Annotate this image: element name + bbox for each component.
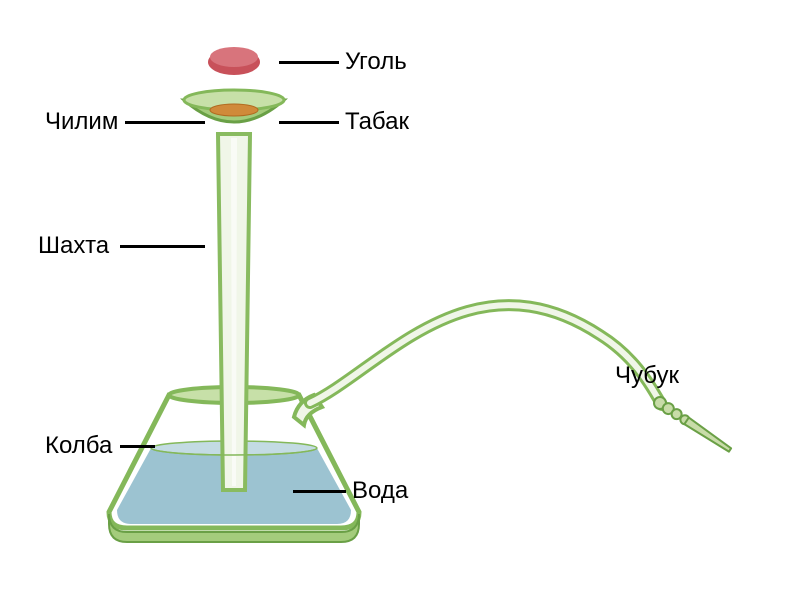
- diagram-canvas: Уголь Табак Чилим Шахта Колба Вода Чубук: [0, 0, 800, 600]
- label-shaft: Шахта: [38, 232, 109, 260]
- leader-coal: [279, 61, 339, 64]
- label-chilim: Чилим: [45, 108, 118, 136]
- leader-flask: [120, 445, 155, 448]
- leader-chilim: [125, 121, 205, 124]
- label-tobacco: Табак: [345, 108, 409, 136]
- label-flask: Колба: [45, 432, 112, 460]
- leader-water: [293, 490, 346, 493]
- label-coal: Уголь: [345, 48, 407, 76]
- label-hose: Чубук: [615, 362, 679, 390]
- leader-tobacco: [279, 121, 339, 124]
- label-water: Вода: [352, 477, 408, 505]
- hookah-illustration: [0, 0, 800, 600]
- leader-shaft: [120, 245, 205, 248]
